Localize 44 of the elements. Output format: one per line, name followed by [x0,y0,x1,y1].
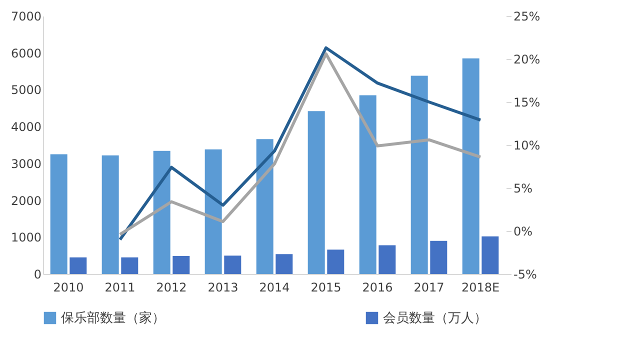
x-tick-label: 2015 [310,280,342,294]
bar [204,149,222,274]
y2-tick-label: 20% [514,52,540,66]
x-tick-label: 2016 [362,280,393,294]
y-tick-label: 1000 [10,230,42,245]
x-tick-label: 2011 [104,280,136,294]
x-tick-label: 2010 [53,280,84,294]
bar [327,250,344,274]
y2-tick-label: 10% [514,138,540,152]
bar [121,257,138,274]
y-tick-label: 5000 [10,83,42,98]
legend-label: 保乐部数量（家） [61,310,165,326]
y2-tick-label: 25% [514,10,540,24]
y2-tick-label: 15% [514,96,540,110]
y2-tick-label: 0% [514,224,533,238]
y2-tick-label: 5% [514,182,533,196]
bar [378,245,396,274]
y-tick-label: 4000 [10,120,42,134]
bar [308,111,325,274]
x-tick-label: 2013 [208,280,238,294]
x-tick-label: 2012 [156,280,187,294]
bar [430,240,448,274]
y2-tick-label: -5% [514,268,537,282]
x-tick-label: 2014 [259,280,290,294]
bar [153,150,170,274]
y-tick-label: 6000 [10,46,42,60]
y-tick-label: 2000 [10,194,42,208]
bar [256,139,274,274]
bar [172,256,190,274]
bar [276,254,293,274]
bar [410,76,428,274]
bar [482,236,499,274]
legend-label: 会员数量（万人） [383,311,487,326]
x-tick-label: 2017 [414,280,444,294]
bar [70,257,87,274]
bar [50,154,68,274]
bar [359,95,376,274]
y-tick-label: 7000 [10,10,42,24]
bar [102,155,119,274]
bar [224,256,242,274]
x-tick-label: 2018E [461,280,500,294]
y-tick-label: 3000 [10,156,42,171]
bar [462,58,480,274]
y-tick-label: 0 [34,268,42,282]
